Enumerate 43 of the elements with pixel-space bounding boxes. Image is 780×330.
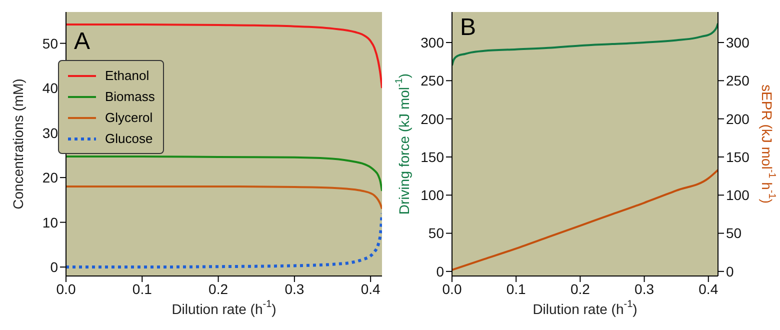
y2-tick-label: 200: [726, 110, 750, 127]
chart-title: B: [460, 14, 476, 42]
y-tick-label: 30: [42, 124, 58, 141]
x-tick-label: 0.0: [442, 280, 462, 297]
x-tick-label: 0.2: [208, 280, 228, 297]
y-tick-label: 250: [420, 72, 444, 89]
x-axis-title: Dilution rate (h$^{-1}$): [172, 299, 276, 317]
y-tick-label: 150: [420, 148, 444, 165]
line-series: [66, 24, 382, 90]
y2-tick-label: 150: [726, 148, 750, 165]
y-tick-label: 200: [420, 110, 444, 127]
x-tick-label: 0.0: [56, 280, 76, 297]
y-tick-label: 10: [42, 214, 58, 230]
text: A: [74, 28, 90, 56]
x-tick-label: 0.4: [698, 280, 718, 297]
legend-label: Glycerol: [105, 110, 153, 125]
x-tick-label: 0.4: [360, 280, 381, 297]
y-tick-label: 0: [50, 259, 58, 276]
y-tick-label: 50: [42, 35, 58, 52]
y-tick-label: 100: [420, 187, 444, 204]
y-axis-title: Concentrations (mM): [10, 78, 26, 210]
y2-tick-label: 250: [726, 72, 750, 89]
legend-label: Biomass: [105, 89, 155, 104]
y2-tick-label: 50: [726, 225, 742, 242]
line-series: [452, 168, 718, 271]
x-tick-label: 0.1: [506, 280, 526, 297]
y-tick-label: 40: [42, 80, 58, 96]
y-tick-label: 50: [428, 225, 444, 242]
y-tick-label: 0: [436, 263, 444, 280]
x-axis-title: Dilution rate (h$^{-1}$): [532, 299, 638, 317]
y-tick-label: 20: [42, 170, 58, 186]
line-series: [66, 156, 382, 192]
legend-label: Ethanol: [105, 68, 150, 83]
y-tick-label: 300: [420, 34, 444, 50]
y2-tick-label: 300: [726, 34, 750, 50]
x-tick-label: 0.3: [634, 280, 654, 297]
line-series: [66, 186, 382, 210]
x-tick-label: 0.1: [132, 280, 152, 297]
y2-tick-label: 100: [726, 187, 750, 204]
legend-label: Glucose: [105, 131, 153, 146]
y2-tick-label: 0: [726, 263, 734, 280]
x-tick-label: 0.3: [284, 280, 304, 297]
x-tick-label: 0.2: [570, 280, 590, 297]
